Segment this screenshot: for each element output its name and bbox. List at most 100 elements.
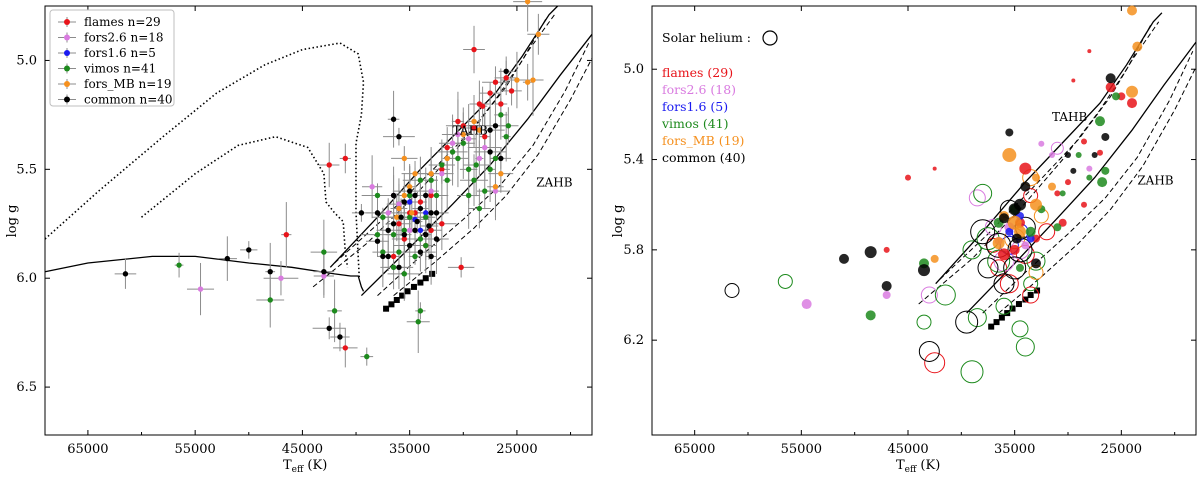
- data-point-vimos: [473, 162, 479, 168]
- filled-data-point: [932, 166, 937, 171]
- open-data-point: [968, 189, 986, 207]
- data-point-common: [487, 149, 493, 155]
- filled-data-point: [1081, 201, 1087, 208]
- data-point-flames: [283, 231, 290, 238]
- left-x-tick-label: 55000: [174, 442, 215, 457]
- data-point-flames: [396, 221, 402, 227]
- left-legend-marker: [64, 81, 70, 87]
- right-y-axis-title: log g: [611, 205, 626, 238]
- open-data-point: [977, 257, 999, 279]
- data-point-vimos: [380, 249, 386, 255]
- right-zahb-square-marker: [1015, 301, 1022, 308]
- filled-data-point: [1095, 116, 1105, 127]
- right-y-tick-label: 5.4: [623, 153, 644, 168]
- data-point-common: [498, 155, 504, 162]
- right-x-ticks: 65000 55000 45000 35000 25000: [674, 6, 1176, 457]
- open-data-point: [1011, 320, 1029, 338]
- data-point-fors-MB: [394, 214, 400, 220]
- open-data-point: [1022, 286, 1040, 304]
- left-x-axis-title: Teff (K): [283, 458, 327, 475]
- data-point-fors2-6: [476, 155, 483, 162]
- filled-data-point: [864, 246, 877, 259]
- data-point-common: [401, 199, 408, 205]
- right-tahb-dashed-1-track: [939, 21, 1160, 280]
- open-data-point: [777, 273, 793, 289]
- data-point-fors2-6: [465, 136, 472, 142]
- open-data-point: [967, 308, 987, 328]
- data-point-vimos: [364, 353, 370, 360]
- left-legend-label: vimos n=41: [83, 62, 156, 76]
- right-zahb-square-marker: [998, 314, 1005, 321]
- data-point-flames: [428, 192, 434, 199]
- right-zahb-square-marker: [988, 323, 995, 330]
- solar-helium-label: Solar helium :: [662, 30, 751, 45]
- left-zahb-square-marker: [404, 288, 411, 295]
- data-point-vimos: [433, 192, 440, 199]
- data-point-vimos: [476, 205, 483, 212]
- right-zahb-square-marker: [1027, 292, 1034, 299]
- data-point-fors-MB: [476, 127, 483, 133]
- data-point-vimos: [465, 166, 472, 173]
- data-point-fors2-6: [278, 275, 284, 281]
- data-point-fors-MB: [524, 79, 531, 85]
- data-point-common: [390, 116, 397, 122]
- right-panel: 65000 55000 45000 35000 25000 5.0 5.4 5.8 6.2 T…: [611, 5, 1197, 475]
- data-point-fors-MB: [471, 118, 477, 125]
- right-legend-label: common (40): [662, 150, 745, 165]
- solar-helium-marker: [762, 30, 778, 46]
- data-point-vimos: [417, 177, 424, 183]
- data-point-fors2-6: [455, 131, 461, 138]
- data-point-vimos: [406, 192, 413, 199]
- filled-data-point: [1081, 138, 1087, 145]
- data-point-vimos: [439, 162, 445, 168]
- data-point-flames: [460, 123, 466, 129]
- filled-data-point: [1008, 203, 1021, 216]
- left-zahb-square-marker: [388, 301, 395, 308]
- data-point-fors-MB: [514, 77, 520, 83]
- open-data-point: [920, 286, 938, 304]
- filled-data-point: [1025, 226, 1036, 237]
- filled-data-point: [1105, 82, 1116, 93]
- data-point-fors-MB: [524, 0, 531, 5]
- data-point-vimos: [428, 177, 434, 183]
- data-point-vimos: [380, 214, 386, 220]
- right-tahb-dashed-2-track: [918, 23, 1152, 305]
- filled-data-point: [1030, 198, 1042, 211]
- data-point-vimos: [444, 177, 450, 183]
- filled-data-point: [865, 310, 876, 321]
- left-annotation-tahb: TAHB: [453, 123, 488, 137]
- data-point-vimos: [492, 155, 499, 162]
- filled-data-point: [1097, 177, 1108, 188]
- data-point-vimos: [374, 231, 381, 238]
- data-point-flames: [479, 103, 486, 109]
- data-point-vimos: [390, 231, 397, 238]
- data-point-vimos: [415, 319, 421, 325]
- left-y-tick-label: 5.0: [16, 53, 37, 68]
- filled-data-point: [1032, 173, 1040, 182]
- data-point-flames: [428, 227, 434, 233]
- left-y-tick-label: 5.5: [16, 162, 37, 177]
- filled-data-point: [1007, 215, 1022, 230]
- data-point-vimos: [406, 214, 413, 220]
- right-y-tick-label: 6.2: [623, 333, 644, 348]
- data-point-vimos: [396, 249, 402, 255]
- left-zahb-square-marker: [429, 270, 436, 277]
- data-point-fors-MB: [409, 210, 415, 216]
- filled-data-point: [1087, 49, 1092, 54]
- data-point-common: [337, 334, 343, 340]
- data-point-vimos: [482, 188, 488, 194]
- data-point-fors-MB: [444, 155, 450, 162]
- filled-data-point: [839, 253, 849, 264]
- filled-data-point: [1126, 85, 1138, 98]
- filled-data-point: [1105, 73, 1116, 84]
- data-point-fors-MB: [498, 170, 504, 177]
- right-x-tick-label: 35000: [994, 442, 1035, 457]
- filled-data-point: [1071, 78, 1076, 83]
- data-point-common: [326, 325, 332, 331]
- data-point-common: [412, 192, 418, 199]
- right-y-tick-label: 5.0: [623, 62, 644, 77]
- data-point-fors2-6: [396, 201, 402, 207]
- left-legend-label: fors1.6 n=5: [84, 46, 156, 60]
